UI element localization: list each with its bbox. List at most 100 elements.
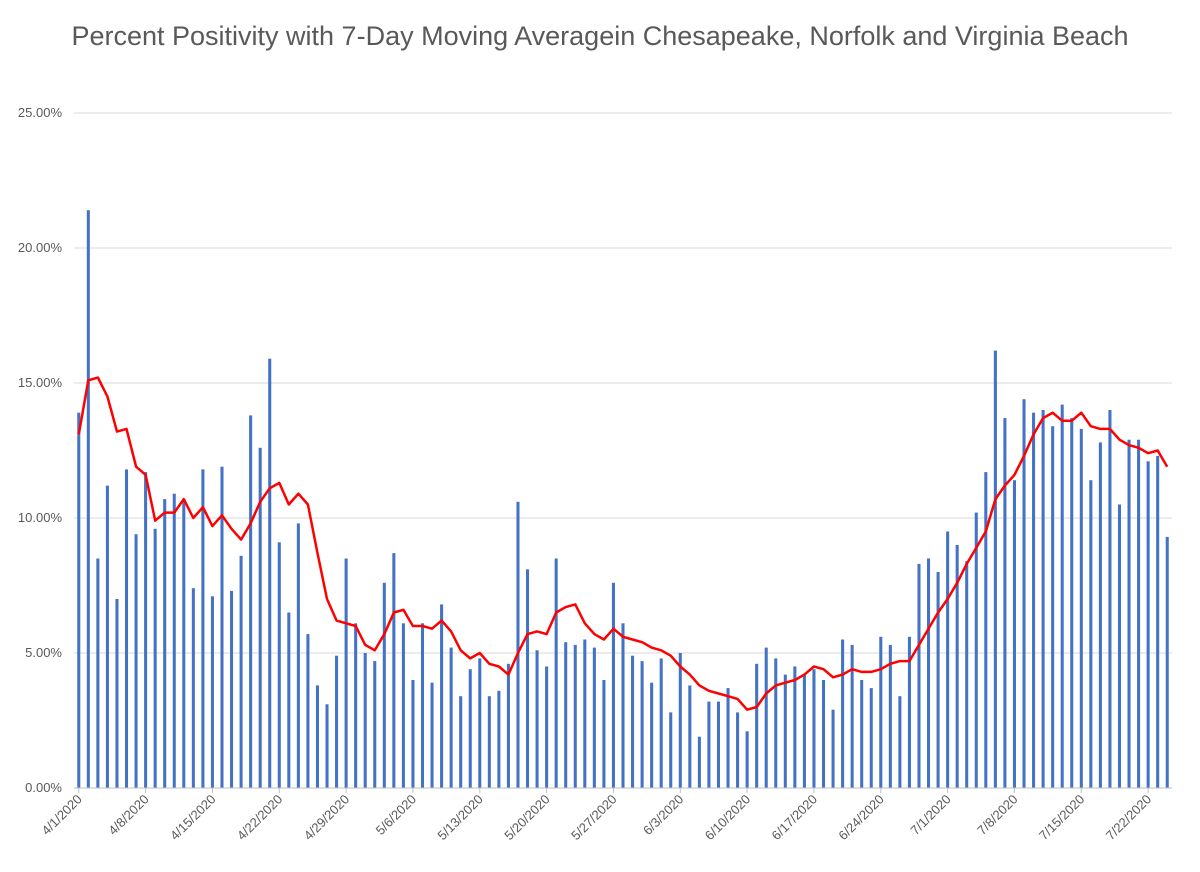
bar [401,623,405,788]
bar [545,666,549,788]
bar [230,590,234,788]
bar [115,599,119,788]
bar [268,358,272,788]
bar [335,655,339,788]
bar [869,688,873,788]
chart-title: Percent Positivity with 7-Day Moving Ave… [71,21,1129,51]
bar [821,680,826,788]
bar [898,696,902,788]
bar [774,658,778,788]
bar [1165,536,1169,788]
bar [573,644,577,788]
y-tick-label: 5.00% [25,645,62,660]
bar [478,658,482,788]
x-tick-label: 4/8/2020 [105,792,151,838]
bar [449,647,453,788]
x-tick-label: 5/13/2020 [434,792,486,844]
bar [927,558,931,788]
bar [993,350,997,788]
moving-average-line [77,376,1169,711]
bar [430,682,434,788]
bar [1070,418,1074,788]
bar [344,558,348,788]
bar [1022,399,1026,788]
bar [535,650,539,788]
bar [974,512,978,788]
bar [764,647,768,788]
bar [86,210,90,788]
bar [124,469,129,788]
bar [879,636,883,788]
bar [1060,404,1064,788]
bar [812,669,816,788]
bar [554,558,558,788]
bar [325,704,329,788]
y-tick-label: 20.00% [18,240,63,255]
bar [440,604,444,788]
bar [621,623,625,788]
x-tick-label: 6/3/2020 [640,792,686,838]
bar [382,582,386,788]
bar [306,634,310,788]
bar [201,469,205,788]
bar [564,642,568,788]
bar [602,680,606,788]
bar [497,690,501,788]
bar [697,736,701,788]
bar [96,558,100,788]
bar [1108,410,1112,788]
x-tick-label: 4/29/2020 [301,792,353,844]
bar [363,653,367,788]
bar [1041,410,1045,788]
x-tick-label: 7/15/2020 [1036,792,1088,844]
bar [487,696,491,788]
x-tick-label: 5/27/2020 [568,792,620,844]
bar [468,669,472,788]
bar [277,542,281,788]
bar [688,685,692,788]
bar [659,658,663,788]
bar [783,674,787,788]
bar [296,523,300,788]
bar [631,655,635,788]
bar [210,596,214,788]
bar [1051,426,1055,788]
bar [163,499,167,788]
bar [1156,455,1160,788]
bar [105,485,109,788]
bar [936,572,940,788]
bar [1137,439,1141,788]
x-tick-label: 7/22/2020 [1103,792,1155,844]
bar [831,709,835,788]
x-tick-label: 6/17/2020 [769,792,821,844]
bar [1003,418,1007,788]
bar [315,685,319,788]
x-tick-label: 5/20/2020 [501,792,553,844]
bar [258,447,262,788]
bar [793,666,797,788]
bar [525,569,530,788]
bar [172,493,176,788]
bar [583,639,587,788]
bar [965,561,969,788]
bar [669,712,673,788]
bar [736,712,740,788]
bar [1012,480,1016,788]
bar [755,663,759,788]
bar [220,466,224,788]
bar [420,623,425,788]
bar [191,588,195,788]
x-tick-label: 6/24/2020 [835,792,887,844]
bar [860,680,864,788]
bar [841,639,845,788]
y-tick-label: 0.00% [25,780,62,795]
bar [707,701,711,788]
bar [1079,428,1083,788]
bar [373,661,377,788]
bar [640,661,644,788]
bar [1098,442,1102,788]
bar [153,528,157,788]
y-tick-label: 10.00% [18,510,63,525]
